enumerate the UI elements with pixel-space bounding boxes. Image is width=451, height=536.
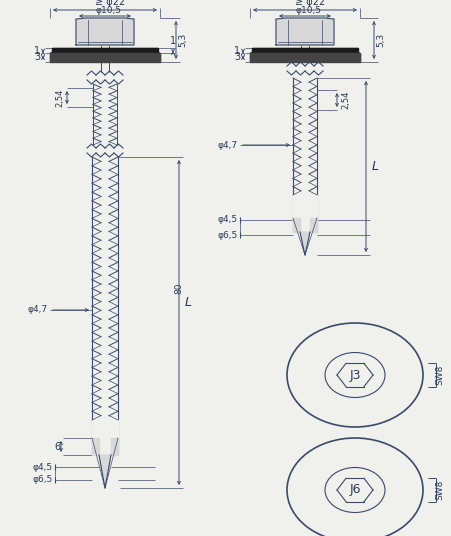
Text: J3: J3 — [349, 369, 361, 382]
Polygon shape — [300, 232, 310, 255]
Text: 3: 3 — [234, 53, 240, 63]
Text: φ10,5: φ10,5 — [296, 6, 322, 15]
Text: ≥ φ22: ≥ φ22 — [295, 0, 325, 7]
Text: 1: 1 — [170, 35, 176, 46]
Text: 5,3: 5,3 — [179, 33, 188, 47]
Text: φ4,7: φ4,7 — [28, 306, 48, 315]
Text: 6: 6 — [54, 442, 60, 451]
Text: L: L — [185, 296, 192, 309]
Text: 2,54: 2,54 — [341, 91, 350, 109]
Text: 2,54: 2,54 — [55, 88, 64, 107]
Text: 80: 80 — [175, 283, 184, 294]
Polygon shape — [111, 438, 118, 455]
Polygon shape — [293, 218, 300, 232]
Text: 1: 1 — [234, 46, 240, 56]
Text: φ4,5: φ4,5 — [218, 215, 238, 225]
Polygon shape — [310, 218, 317, 232]
Polygon shape — [276, 18, 334, 45]
Text: ≥ φ22: ≥ φ22 — [95, 0, 125, 7]
Text: SW8: SW8 — [436, 365, 445, 385]
Polygon shape — [50, 53, 160, 62]
Text: φ4,5: φ4,5 — [33, 463, 53, 472]
Polygon shape — [76, 18, 134, 45]
Text: φ10,5: φ10,5 — [96, 6, 122, 15]
Text: SW8: SW8 — [436, 480, 445, 500]
Polygon shape — [92, 438, 99, 455]
Text: 3: 3 — [34, 53, 40, 63]
Text: φ4,7: φ4,7 — [218, 140, 238, 150]
Text: 5,3: 5,3 — [377, 33, 386, 47]
Text: φ6,5: φ6,5 — [218, 230, 238, 240]
Text: L: L — [372, 160, 379, 173]
Polygon shape — [92, 420, 118, 455]
Text: φ6,5: φ6,5 — [33, 475, 53, 485]
Polygon shape — [52, 48, 158, 53]
Text: 1: 1 — [34, 46, 40, 56]
Polygon shape — [99, 455, 111, 488]
Polygon shape — [293, 195, 317, 232]
Polygon shape — [250, 53, 360, 62]
Text: J6: J6 — [349, 483, 361, 496]
Polygon shape — [252, 48, 358, 53]
